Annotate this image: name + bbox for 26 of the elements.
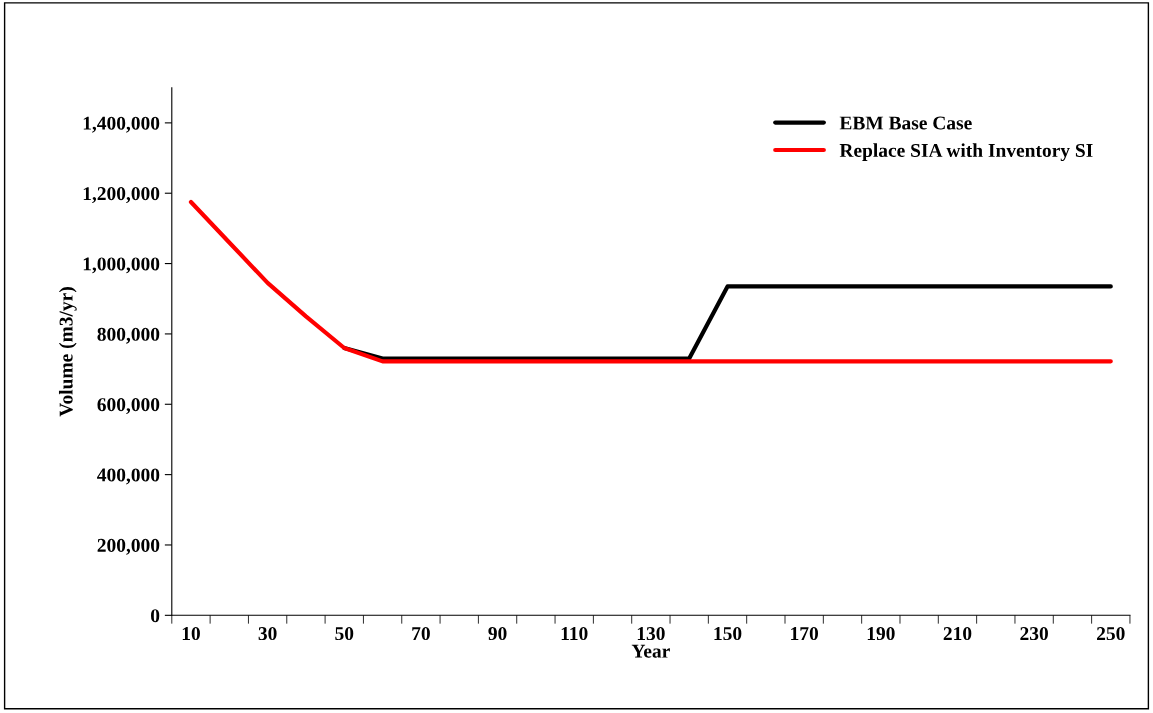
x-tick-label: 90 <box>488 626 507 641</box>
y-tick-label: 200,000 <box>97 538 160 555</box>
x-axis-title: Year <box>631 644 670 658</box>
y-tick-label: 1,200,000 <box>83 187 160 203</box>
y-tick-label: 400,000 <box>97 468 160 485</box>
x-tick-label: 10 <box>182 626 200 641</box>
x-tick-label: 50 <box>335 626 354 641</box>
x-tick-label: 130 <box>637 626 665 641</box>
x-tick-label: 170 <box>791 626 819 641</box>
x-tick-label: 30 <box>258 626 277 641</box>
y-tick-label: 600,000 <box>97 398 160 415</box>
y-tick-label: 1,000,000 <box>83 257 160 274</box>
line-series <box>188 199 1113 364</box>
y-tick-label: 1,400,000 <box>83 116 160 133</box>
x-tick-label: 150 <box>714 626 742 641</box>
y-axis-title: Volume (m3/yr) <box>58 287 77 417</box>
x-tick-label: 230 <box>1020 626 1048 641</box>
legend-label: Replace SIA with Inventory SI <box>839 143 1093 162</box>
y-tick-label: 800,000 <box>97 327 160 344</box>
x-tick-label: 190 <box>867 626 895 641</box>
x-tick-label: 110 <box>561 626 588 641</box>
legend-label: EBM Base Case <box>839 116 972 130</box>
y-tick-label: 0 <box>151 609 160 623</box>
x-tick-label: 70 <box>412 626 430 641</box>
x-tick-label: 250 <box>1097 626 1125 641</box>
x-tick-label: 210 <box>943 626 972 641</box>
